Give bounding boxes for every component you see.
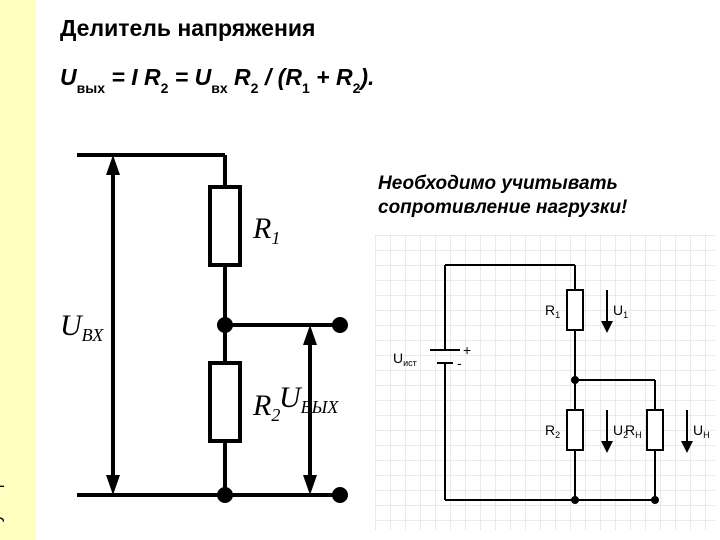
svg-text:UВХ: UВХ [60,309,104,345]
f-r2a: R [144,64,161,90]
f-r2c-sub: 2 [353,80,361,96]
d1-r2: R [252,389,271,422]
f-r2c: R [336,64,353,90]
d2-u1-sub: 1 [623,310,628,320]
f-uin: U [195,64,212,90]
note-line-2: сопротивление нагрузки! [378,197,627,218]
note-line-1: Необходимо учитывать [378,173,618,194]
f-uout: U [60,64,77,90]
d2-rh-sub: Н [635,430,642,440]
f-uin-sub: вх [211,80,227,96]
d2-u1: U [613,302,623,318]
d2-r1: R [545,302,555,318]
f-r2a-sub: 2 [161,80,169,96]
d2-r2-sub: 2 [555,430,560,440]
d1-uout-sub: ВЫХ [301,397,340,417]
d2-uist-sub: ист [403,358,417,368]
d1-r1-sub: 1 [271,228,280,248]
f-r1: R [285,64,302,90]
load-note: Необходимо учитывать сопротивление нагру… [378,172,708,220]
formula: Uвых = I R2 = Uвх R2 / (R1 + R2). [60,64,700,94]
d2-uh-sub: Н [703,430,710,440]
d1-r1: R [252,212,271,245]
f-i: I [131,64,137,90]
d2-r1-sub: 1 [555,310,560,320]
f-eq1: = [105,64,131,90]
d2-uist: U [393,350,403,366]
f-r2b: R [234,64,251,90]
d2-r2: R [545,422,555,438]
sidebar-label: Функции [0,465,5,536]
d2-u2: U [613,422,623,438]
d1-uin: U [60,309,84,342]
content-area: Делитель напряжения Uвых = I R2 = Uвх R2… [60,15,700,94]
f-r2b-sub: 2 [251,80,259,96]
d2-plus: + [463,342,471,358]
page-title: Делитель напряжения [60,15,700,42]
sidebar-band [0,0,36,540]
f-frac: / ( [258,64,285,90]
f-end: ). [360,64,374,90]
diagram-voltage-divider-loaded: + - Uист R1 R2 RН U1 U2 UН [375,235,715,530]
d2-uh: U [693,422,703,438]
f-r1-sub: 1 [302,80,310,96]
d2-u2-sub: 2 [623,430,628,440]
f-uout-sub: вых [77,80,105,96]
svg-text:R1: R1 [252,212,280,248]
f-eq2: = [168,64,194,90]
diagram-voltage-divider: UВХ R1 R2 UВЫХ [50,125,350,525]
svg-text:R2: R2 [252,389,280,425]
d1-uin-sub: ВХ [82,325,105,345]
d2-minus: - [457,355,462,371]
f-plus: + [310,64,336,90]
d1-uout: U [279,381,303,414]
